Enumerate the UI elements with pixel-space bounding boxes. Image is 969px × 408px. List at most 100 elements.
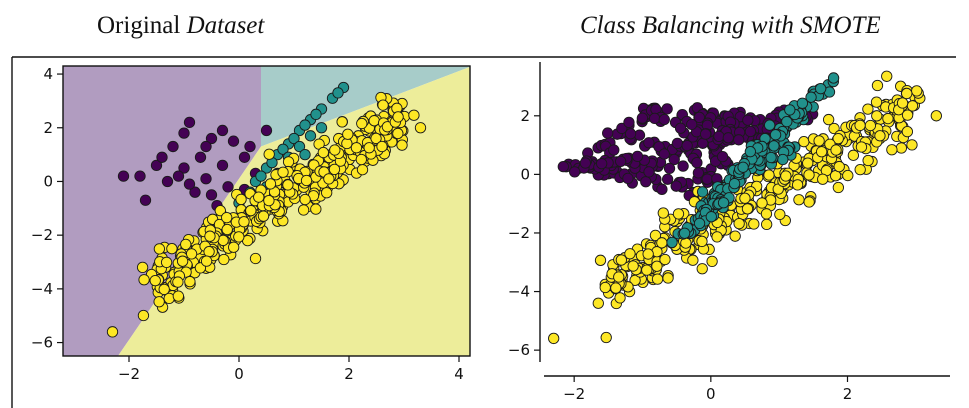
- plot-area: [548, 70, 942, 345]
- class-2-point: [862, 154, 874, 167]
- class-2-outlier-point: [106, 326, 119, 338]
- class-0-synthetic-point: [661, 103, 673, 115]
- class-0-point: [238, 151, 251, 163]
- class-2-point: [263, 194, 275, 207]
- class-0-point: [178, 162, 190, 174]
- class-2-point: [911, 85, 923, 97]
- class-2-point: [299, 193, 311, 206]
- class-1-point: [277, 143, 289, 155]
- class-2-point: [204, 230, 216, 242]
- class-2-point: [906, 100, 919, 112]
- class-1-synthetic-point: [796, 97, 809, 109]
- class-2-point: [392, 111, 404, 123]
- class-0-point: [167, 140, 179, 153]
- left-panel-title-plain: Original: [97, 12, 187, 39]
- class-2-point: [657, 207, 669, 219]
- class-2-point: [228, 241, 240, 253]
- class-2-point: [594, 254, 607, 266]
- class-2-point: [817, 173, 829, 185]
- class-2-point: [233, 231, 245, 243]
- y-tick-label: −4: [31, 280, 53, 298]
- class-0-synthetic-point: [596, 157, 608, 170]
- class-1-synthetic-point: [777, 153, 789, 166]
- class-1-point: [255, 170, 267, 182]
- class-2-point: [706, 255, 718, 268]
- class-2-point: [791, 179, 804, 191]
- class-0-point: [222, 181, 234, 193]
- class-2-point: [798, 136, 810, 148]
- class-0-synthetic-point: [670, 180, 682, 192]
- class-2-point: [592, 297, 604, 309]
- class-1-synthetic-point: [784, 104, 796, 116]
- class-0-point: [117, 170, 130, 182]
- class-2-point: [166, 243, 178, 255]
- class-2-point: [847, 149, 860, 161]
- class-2-point: [729, 230, 741, 242]
- class-0-synthetic-point: [631, 150, 644, 162]
- class-0-synthetic-point: [674, 122, 687, 134]
- class-2-point: [624, 248, 636, 260]
- y-tick-label: 4: [43, 65, 53, 83]
- class-2-point: [396, 139, 408, 151]
- class-2-point: [651, 260, 663, 272]
- class-0-synthetic-point: [643, 137, 655, 149]
- class-2-point: [901, 87, 913, 100]
- class-2-point: [906, 139, 918, 151]
- class-2-point: [696, 235, 708, 248]
- class-2-point: [610, 282, 622, 294]
- class-0-synthetic-point: [622, 172, 634, 185]
- class-1-synthetic-point: [765, 151, 777, 164]
- left-panel-title: Original Dataset: [97, 12, 264, 40]
- class-2-point: [368, 115, 380, 127]
- class-0-synthetic-point: [624, 128, 637, 140]
- class-2-point: [235, 193, 247, 206]
- class-2-point: [180, 238, 192, 251]
- class-0-point: [244, 140, 256, 153]
- class-0-point: [200, 173, 212, 185]
- class-2-point: [760, 208, 773, 220]
- class-2-point: [854, 119, 866, 132]
- class-0-synthetic-point: [742, 114, 754, 126]
- class-2-point: [377, 99, 389, 111]
- class-0-synthetic-point: [656, 183, 668, 195]
- class-0-synthetic-point: [649, 112, 661, 125]
- y-tick-label: −2: [508, 224, 530, 242]
- class-0-point: [205, 189, 218, 201]
- axes: −2 0 2 −6 −4 −2 0 2: [508, 62, 950, 403]
- class-2-point: [282, 156, 295, 168]
- class-2-point: [651, 273, 664, 285]
- class-2-point: [793, 194, 805, 206]
- class-2-point: [310, 203, 322, 215]
- class-2-point: [200, 255, 213, 267]
- class-1-synthetic-point: [666, 236, 678, 249]
- class-2-point: [172, 276, 184, 288]
- class-2-point: [659, 253, 671, 266]
- y-tick-label: −6: [31, 334, 53, 352]
- class-2-point: [613, 271, 625, 283]
- class-2-point: [218, 253, 230, 266]
- class-2-point: [263, 148, 275, 160]
- class-2-point: [137, 309, 150, 322]
- class-0-point: [194, 151, 207, 163]
- class-2-point: [392, 127, 404, 140]
- class-2-point: [329, 144, 341, 156]
- class-2-point: [341, 137, 353, 150]
- class-2-point: [803, 169, 815, 181]
- class-2-point: [871, 110, 883, 122]
- class-1-point: [315, 122, 328, 134]
- class-2-point: [803, 196, 815, 208]
- class-0-synthetic-point: [716, 150, 729, 163]
- class-2-point: [221, 223, 233, 236]
- class-2-point: [408, 109, 420, 121]
- class-2-point: [813, 135, 825, 147]
- class-1-point: [332, 87, 344, 99]
- class-1-synthetic-point: [728, 177, 741, 190]
- class-1-synthetic-point: [678, 227, 691, 239]
- class-0-synthetic-point: [658, 148, 670, 160]
- class-1-synthetic-point: [815, 83, 827, 95]
- class-0-synthetic-point: [681, 139, 693, 152]
- x-tick-label: 2: [843, 385, 853, 403]
- class-2-point: [323, 173, 335, 185]
- class-0-point: [150, 159, 163, 172]
- class-2-point: [264, 178, 277, 190]
